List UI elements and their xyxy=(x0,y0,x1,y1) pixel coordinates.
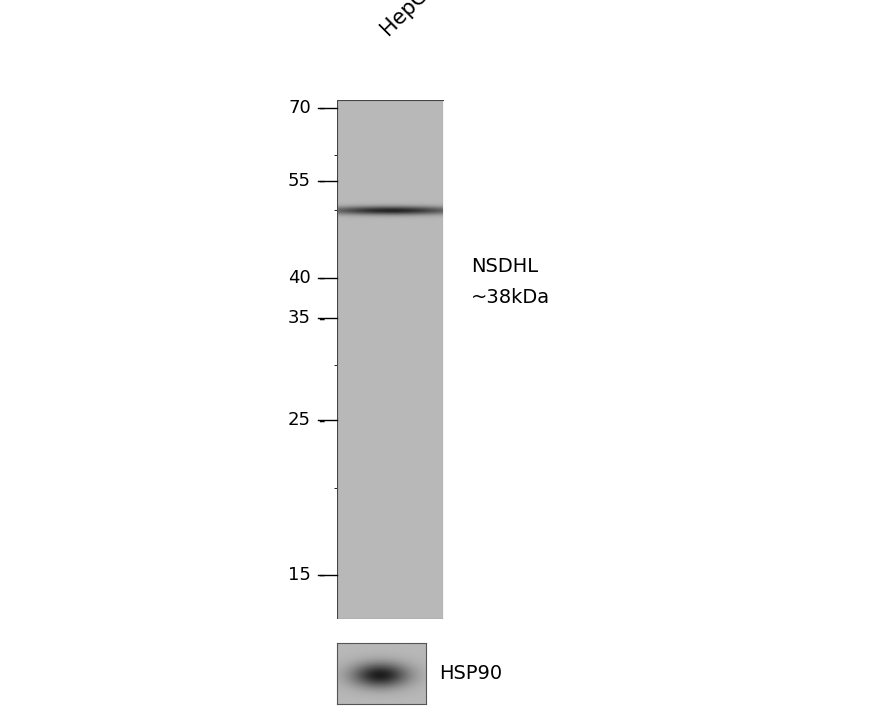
Text: -: - xyxy=(318,99,325,117)
Text: -: - xyxy=(318,566,325,584)
Text: -: - xyxy=(318,309,325,327)
Text: 70: 70 xyxy=(288,99,311,117)
Text: ~38kDa: ~38kDa xyxy=(471,288,550,307)
Text: -: - xyxy=(318,172,325,191)
Text: HSP90: HSP90 xyxy=(440,664,503,683)
Text: 25: 25 xyxy=(288,411,311,429)
Text: 15: 15 xyxy=(288,566,311,584)
Text: HepG2: HepG2 xyxy=(377,0,441,39)
Text: 40: 40 xyxy=(288,269,311,287)
Text: NSDHL: NSDHL xyxy=(471,257,538,276)
Text: 55: 55 xyxy=(288,172,311,191)
Text: 35: 35 xyxy=(288,309,311,327)
Text: -: - xyxy=(318,269,325,287)
Text: -: - xyxy=(318,411,325,429)
